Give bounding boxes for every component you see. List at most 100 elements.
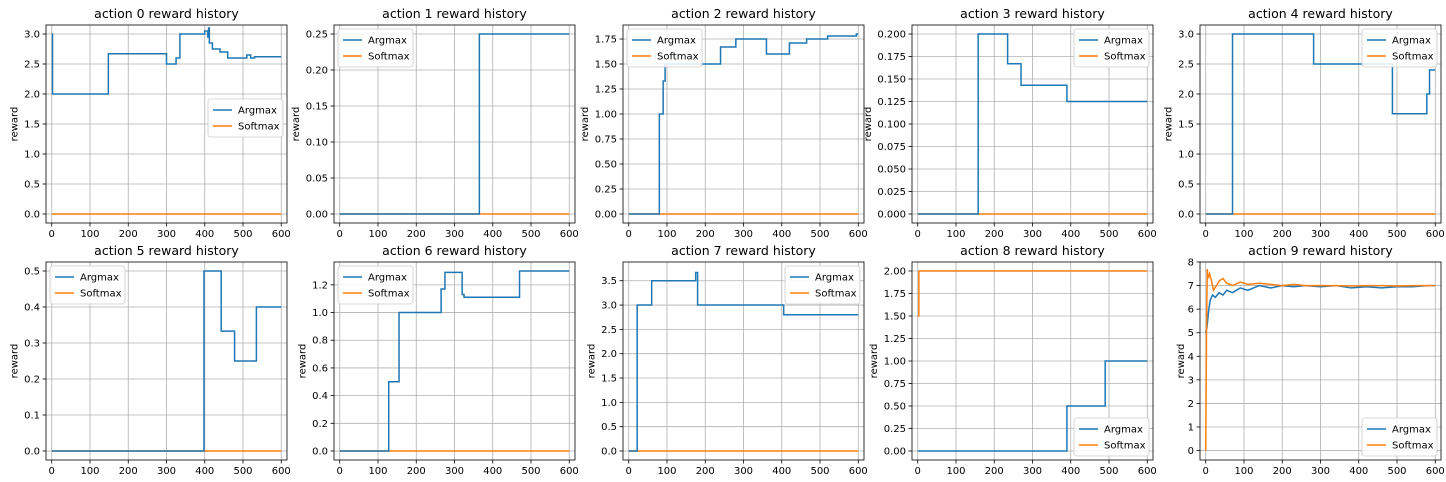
x-tick-label: 200 [1273, 229, 1292, 240]
y-tick-label: 0.25 [306, 30, 328, 41]
series-line-softmax [1204, 269, 1436, 451]
legend-label-softmax: Softmax [238, 122, 280, 133]
x-tick-label: 0 [915, 229, 921, 240]
x-tick-label: 600 [849, 229, 868, 240]
legend: Argmax Softmax [1073, 417, 1150, 457]
y-tick-label: 1.75 [884, 289, 906, 300]
legend-label-softmax: Softmax [815, 289, 857, 300]
y-tick-label: 2 [1188, 399, 1194, 410]
series-line-argmax [51, 27, 282, 95]
x-tick-label: 100 [1234, 229, 1253, 240]
x-tick-label: 200 [1273, 466, 1292, 477]
y-tick-label: 1.5 [24, 120, 40, 131]
y-tick-label: 0.4 [312, 391, 328, 402]
legend-label-argmax: Argmax [1104, 425, 1143, 436]
legend-label-softmax: Softmax [80, 289, 122, 300]
subplot-action-3: 0 100 200 300 400 500 600 0.000 0.025 0.050 0.075 0… [863, 6, 1157, 240]
series-line-argmax [628, 33, 859, 215]
y-tick-label: 2.5 [1178, 60, 1194, 71]
y-tick-label: 1.2 [312, 280, 328, 291]
series-line-argmax [51, 270, 282, 452]
x-tick-label: 500 [521, 229, 540, 240]
legend-label-softmax: Softmax [1392, 52, 1434, 63]
x-tick-label: 100 [368, 466, 387, 477]
legend-label-softmax: Softmax [368, 289, 410, 300]
y-tick-label: 0.00 [306, 210, 328, 221]
y-tick-label: 0.0 [24, 210, 40, 221]
y-tick-label: 0.10 [306, 138, 328, 149]
chart-title: action 5 reward history [94, 243, 239, 258]
legend-label-argmax: Argmax [368, 36, 407, 47]
y-tick-label: 0.2 [312, 419, 328, 430]
x-tick-label: 0 [337, 229, 343, 240]
chart-title: action 4 reward history [1248, 6, 1393, 21]
x-tick-label: 500 [1387, 466, 1406, 477]
x-tick-label: 200 [696, 466, 715, 477]
x-tick-label: 300 [1311, 466, 1330, 477]
y-axis-label: reward [1176, 344, 1187, 379]
series-line-argmax [917, 360, 1148, 452]
legend: Argmax Softmax [1361, 417, 1438, 457]
legend-box [49, 265, 126, 305]
legend: Argmax Softmax [207, 98, 284, 138]
legend-label-argmax: Argmax [1104, 36, 1143, 47]
y-axis-label: reward [580, 107, 591, 142]
x-tick-label: 600 [272, 229, 291, 240]
y-axis-label: reward [863, 107, 874, 142]
y-tick-label: 0.25 [595, 185, 617, 196]
legend: Argmax Softmax [784, 265, 861, 305]
y-tick-label: 1.5 [601, 374, 617, 385]
y-tick-label: 0.050 [877, 165, 906, 176]
y-tick-label: 0.2 [24, 375, 40, 386]
y-axis-label: reward [9, 344, 20, 379]
x-tick-label: 0 [49, 229, 55, 240]
y-tick-label: 1.5 [1178, 120, 1194, 131]
y-tick-label: 0.0 [312, 447, 328, 458]
y-tick-label: 0.50 [595, 160, 617, 171]
y-tick-label: 0.100 [877, 120, 906, 131]
y-tick-label: 0.200 [877, 30, 906, 41]
y-axis-label: reward [586, 344, 597, 379]
subplot-action-1: 0 100 200 300 400 500 600 0.00 0.05 0.10 0.15 0.20 0… [291, 6, 579, 240]
series-line-argmax [917, 33, 1148, 215]
x-tick-label: 500 [1099, 229, 1118, 240]
y-tick-label: 0.00 [595, 210, 617, 221]
chart-title: action 9 reward history [1248, 243, 1393, 258]
y-tick-label: 0.175 [877, 52, 906, 63]
subplot-action-9: 0 100 200 300 400 500 600 0 1 2 3 4 5 6 7 8 action 9 rew… [1176, 243, 1445, 477]
x-tick-label: 200 [119, 229, 138, 240]
x-tick-label: 500 [1387, 229, 1406, 240]
x-tick-label: 500 [521, 466, 540, 477]
x-tick-label: 300 [445, 466, 464, 477]
y-tick-label: 0.50 [884, 402, 906, 413]
y-tick-label: 0.00 [884, 447, 906, 458]
y-tick-label: 1.50 [884, 312, 906, 323]
x-tick-label: 0 [626, 229, 632, 240]
x-tick-label: 600 [1138, 466, 1157, 477]
subplot-action-4: 0 100 200 300 400 500 600 0.0 0.5 1.0 1.5 2.0 2.5 3.0… [1163, 6, 1444, 240]
x-tick-label: 200 [407, 229, 426, 240]
y-tick-label: 3.0 [601, 301, 617, 312]
x-tick-label: 400 [1061, 229, 1080, 240]
x-tick-label: 200 [985, 229, 1004, 240]
x-tick-label: 300 [734, 229, 753, 240]
x-tick-label: 200 [119, 466, 138, 477]
chart-title: action 8 reward history [960, 243, 1105, 258]
legend-label-softmax: Softmax [657, 52, 699, 63]
x-tick-label: 400 [772, 229, 791, 240]
y-tick-label: 7 [1188, 281, 1194, 292]
y-tick-label: 3.0 [1178, 30, 1194, 41]
y-tick-label: 0.075 [877, 142, 906, 153]
legend: Argmax Softmax [1361, 28, 1438, 68]
legend-box [337, 265, 414, 305]
y-tick-label: 2.5 [601, 325, 617, 336]
y-tick-label: 4 [1188, 352, 1194, 363]
x-tick-label: 400 [1349, 229, 1368, 240]
y-tick-label: 1.00 [595, 110, 617, 121]
x-tick-label: 0 [49, 466, 55, 477]
y-tick-label: 0.25 [884, 424, 906, 435]
y-tick-label: 3.0 [24, 30, 40, 41]
subplot-action-6: 0 100 200 300 400 500 600 0.0 0.2 0.4 0.6 0.8 1.0 1.2… [297, 243, 578, 477]
x-tick-label: 0 [915, 466, 921, 477]
